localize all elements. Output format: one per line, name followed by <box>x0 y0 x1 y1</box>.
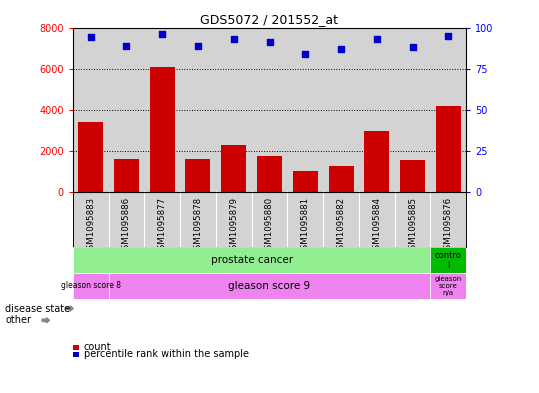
Text: GSM1095886: GSM1095886 <box>122 197 131 255</box>
Bar <box>293 171 318 193</box>
Text: gleason
score
n/a: gleason score n/a <box>435 276 462 296</box>
Text: contro
l: contro l <box>435 250 462 270</box>
Bar <box>114 160 139 193</box>
Title: GDS5072 / 201552_at: GDS5072 / 201552_at <box>201 13 338 26</box>
Text: GSM1095884: GSM1095884 <box>372 197 381 255</box>
Text: gleason score 8: gleason score 8 <box>61 281 121 290</box>
Text: GSM1095878: GSM1095878 <box>194 197 203 255</box>
Text: GSM1095882: GSM1095882 <box>336 197 345 255</box>
Point <box>337 46 345 52</box>
Text: percentile rank within the sample: percentile rank within the sample <box>84 349 248 360</box>
Point <box>230 36 238 42</box>
Bar <box>257 156 282 193</box>
Point <box>194 42 202 49</box>
Point <box>122 42 131 49</box>
Text: GSM1095876: GSM1095876 <box>444 197 453 255</box>
Point <box>444 33 453 39</box>
Text: GSM1095881: GSM1095881 <box>301 197 310 255</box>
Text: GSM1095877: GSM1095877 <box>158 197 167 255</box>
Point <box>408 44 417 50</box>
Text: prostate cancer: prostate cancer <box>211 255 293 265</box>
Bar <box>436 106 461 193</box>
Bar <box>73 273 108 299</box>
Text: GSM1095880: GSM1095880 <box>265 197 274 255</box>
Text: GSM1095883: GSM1095883 <box>86 197 95 255</box>
Bar <box>364 130 389 193</box>
Point <box>86 34 95 40</box>
Point <box>372 36 381 42</box>
Text: GSM1095879: GSM1095879 <box>229 197 238 255</box>
Bar <box>221 145 246 193</box>
Bar <box>150 67 175 193</box>
Text: disease state: disease state <box>5 303 71 314</box>
Bar <box>431 273 466 299</box>
Text: GSM1095885: GSM1095885 <box>408 197 417 255</box>
Point <box>158 31 167 37</box>
Bar <box>185 160 210 193</box>
Bar <box>329 165 354 193</box>
Point <box>265 39 274 46</box>
Bar <box>400 160 425 193</box>
Bar <box>431 247 466 273</box>
Bar <box>78 122 103 193</box>
Text: other: other <box>5 315 31 325</box>
Point <box>301 51 309 57</box>
Bar <box>108 273 431 299</box>
Text: count: count <box>84 342 111 353</box>
Text: gleason score 9: gleason score 9 <box>229 281 310 291</box>
